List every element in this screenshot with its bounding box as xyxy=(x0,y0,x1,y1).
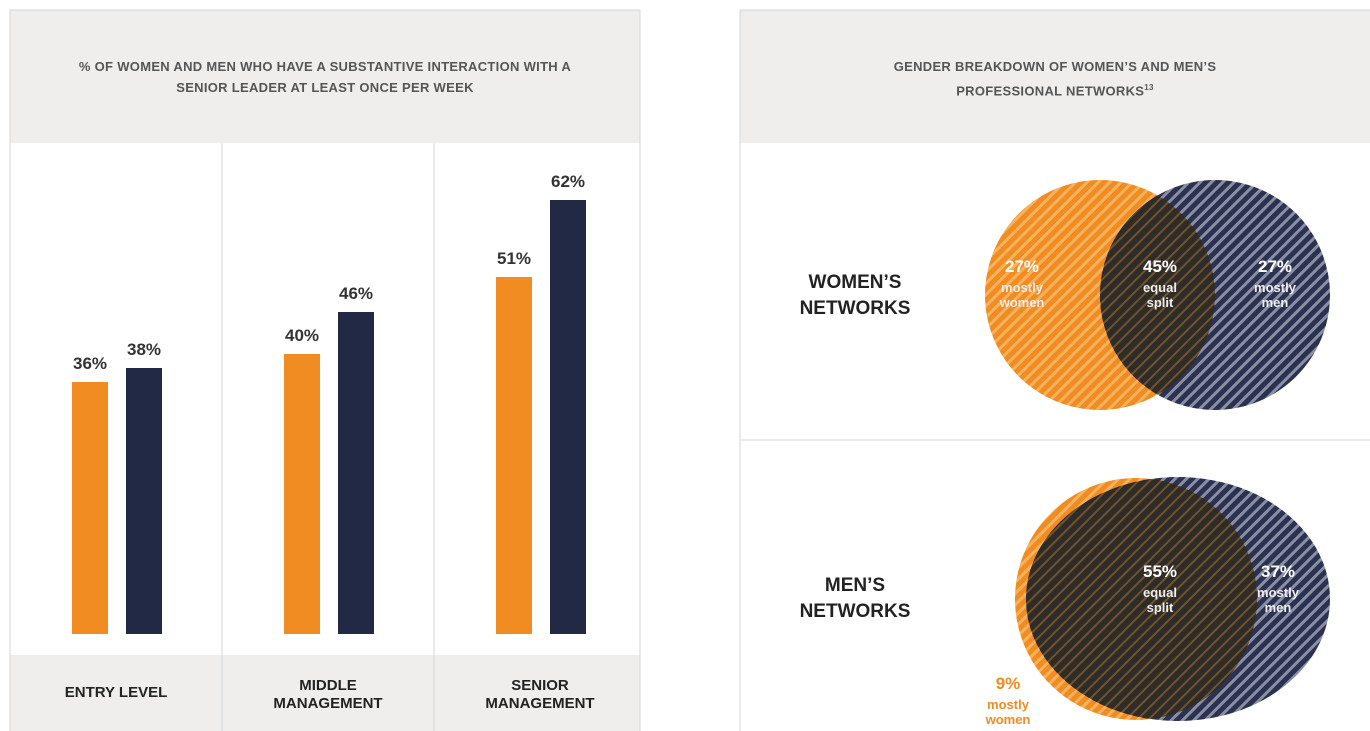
header-band xyxy=(740,10,1370,143)
segment-label: equal split xyxy=(1143,585,1177,615)
segment-label: mostly men xyxy=(1257,585,1299,615)
panel-frames xyxy=(9,9,1370,731)
data-label: 51% xyxy=(496,249,532,268)
bar xyxy=(126,368,162,634)
bar xyxy=(338,312,374,634)
data-label: 46% xyxy=(338,284,374,303)
row-label: MEN’S NETWORKS xyxy=(799,575,911,622)
row-label: WOMEN’S NETWORKS xyxy=(799,272,911,319)
bar xyxy=(550,200,586,634)
data-label: 27% xyxy=(1004,257,1040,276)
data-label: 27% xyxy=(1257,257,1293,276)
data-label: 38% xyxy=(126,340,162,359)
footnote-ref: 13 xyxy=(1144,83,1154,92)
data-label: 37% xyxy=(1260,562,1296,581)
segment-label: mostly women xyxy=(999,280,1045,310)
x-tick-label: ENTRY LEVEL xyxy=(64,684,168,701)
segment-label: equal split xyxy=(1143,280,1177,310)
bar xyxy=(72,382,108,634)
data-label: 62% xyxy=(550,172,586,191)
bar xyxy=(496,277,532,634)
footer-band xyxy=(10,655,640,731)
header-band xyxy=(10,10,640,143)
x-tick-label: SENIOR MANAGEMENT xyxy=(485,677,595,712)
x-tick-label: MIDDLE MANAGEMENT xyxy=(273,677,383,712)
data-label: 36% xyxy=(72,354,108,373)
venn-overlap xyxy=(1100,180,1215,410)
bar xyxy=(284,354,320,634)
segment-label: mostly men xyxy=(1254,280,1296,310)
chart-title: % OF WOMEN AND MEN WHO HAVE A SUBSTANTIV… xyxy=(78,59,572,95)
data-label: 40% xyxy=(284,326,320,345)
data-label: 9% xyxy=(995,674,1021,693)
data-label: 45% xyxy=(1142,257,1178,276)
chart-title: GENDER BREAKDOWN OF WOMEN’S AND MEN’S PR… xyxy=(893,59,1217,99)
segment-label: mostly women xyxy=(985,697,1031,727)
data-label: 55% xyxy=(1142,562,1178,581)
